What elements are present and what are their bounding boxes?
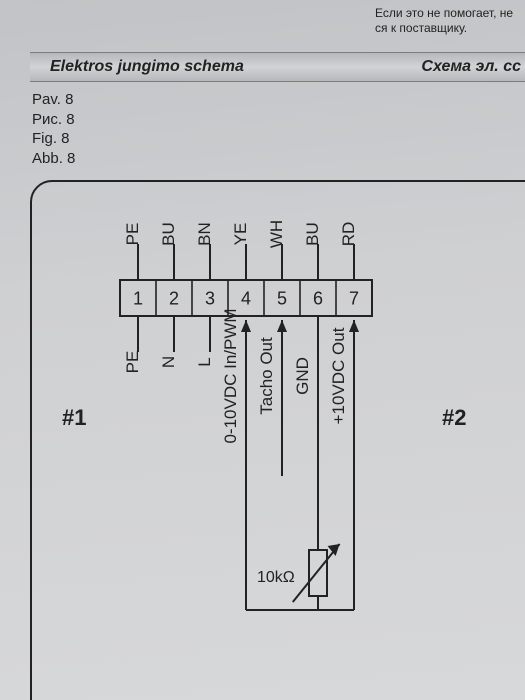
figure-label: Pav. 8 [32, 90, 75, 110]
signal-label: +10VDC Out [329, 327, 348, 424]
wire-color-label: BN [195, 222, 214, 246]
wire-color-label: BU [303, 222, 322, 246]
terminal-number: 2 [169, 288, 179, 308]
top-note-line: ся к поставщику. [375, 21, 523, 36]
terminal-number: 6 [313, 288, 323, 308]
header-title-right: Схема эл. сс [421, 58, 525, 76]
wire-color-label: BU [159, 222, 178, 246]
signal-label: N [159, 356, 178, 368]
figure-label: Рис. 8 [32, 110, 75, 130]
wire-color-label: WH [267, 220, 286, 248]
signal-label: 0-10VDC In/PWM [221, 308, 240, 443]
wire-color-label: RD [339, 222, 358, 247]
wire-color-label: PE [123, 223, 142, 246]
signal-label: GND [293, 357, 312, 395]
top-note: Если это не помогает, не ся к поставщику… [375, 6, 523, 36]
terminal-number: 1 [133, 288, 143, 308]
header-title-left: Elektros jungimo schema [30, 58, 421, 76]
terminal-number: 5 [277, 288, 287, 308]
signal-label: L [195, 357, 214, 366]
page: Если это не помогает, не ся к поставщику… [0, 0, 525, 700]
wire-color-label: YE [231, 223, 250, 246]
figure-labels: Pav. 8 Рис. 8 Fig. 8 Abb. 8 [32, 90, 75, 168]
top-note-line: Если это не помогает, не [375, 6, 523, 21]
figure-label: Fig. 8 [32, 129, 75, 149]
signal-label: PE [123, 351, 142, 374]
section-header: Elektros jungimo schema Схема эл. сс [30, 52, 525, 82]
signal-label: Tacho Out [257, 337, 276, 415]
wiring-diagram: 1 PE PE 2 BU N 3 BN L 4 YE 5 WH 6 BU 7 RD 0-10VDC In/PWM T… [30, 180, 525, 700]
terminal-number: 3 [205, 288, 215, 308]
resistor-value: 10kΩ [257, 569, 295, 586]
figure-label: Abb. 8 [32, 149, 75, 169]
terminal-number: 7 [349, 288, 359, 308]
terminal-number: 4 [241, 288, 251, 308]
